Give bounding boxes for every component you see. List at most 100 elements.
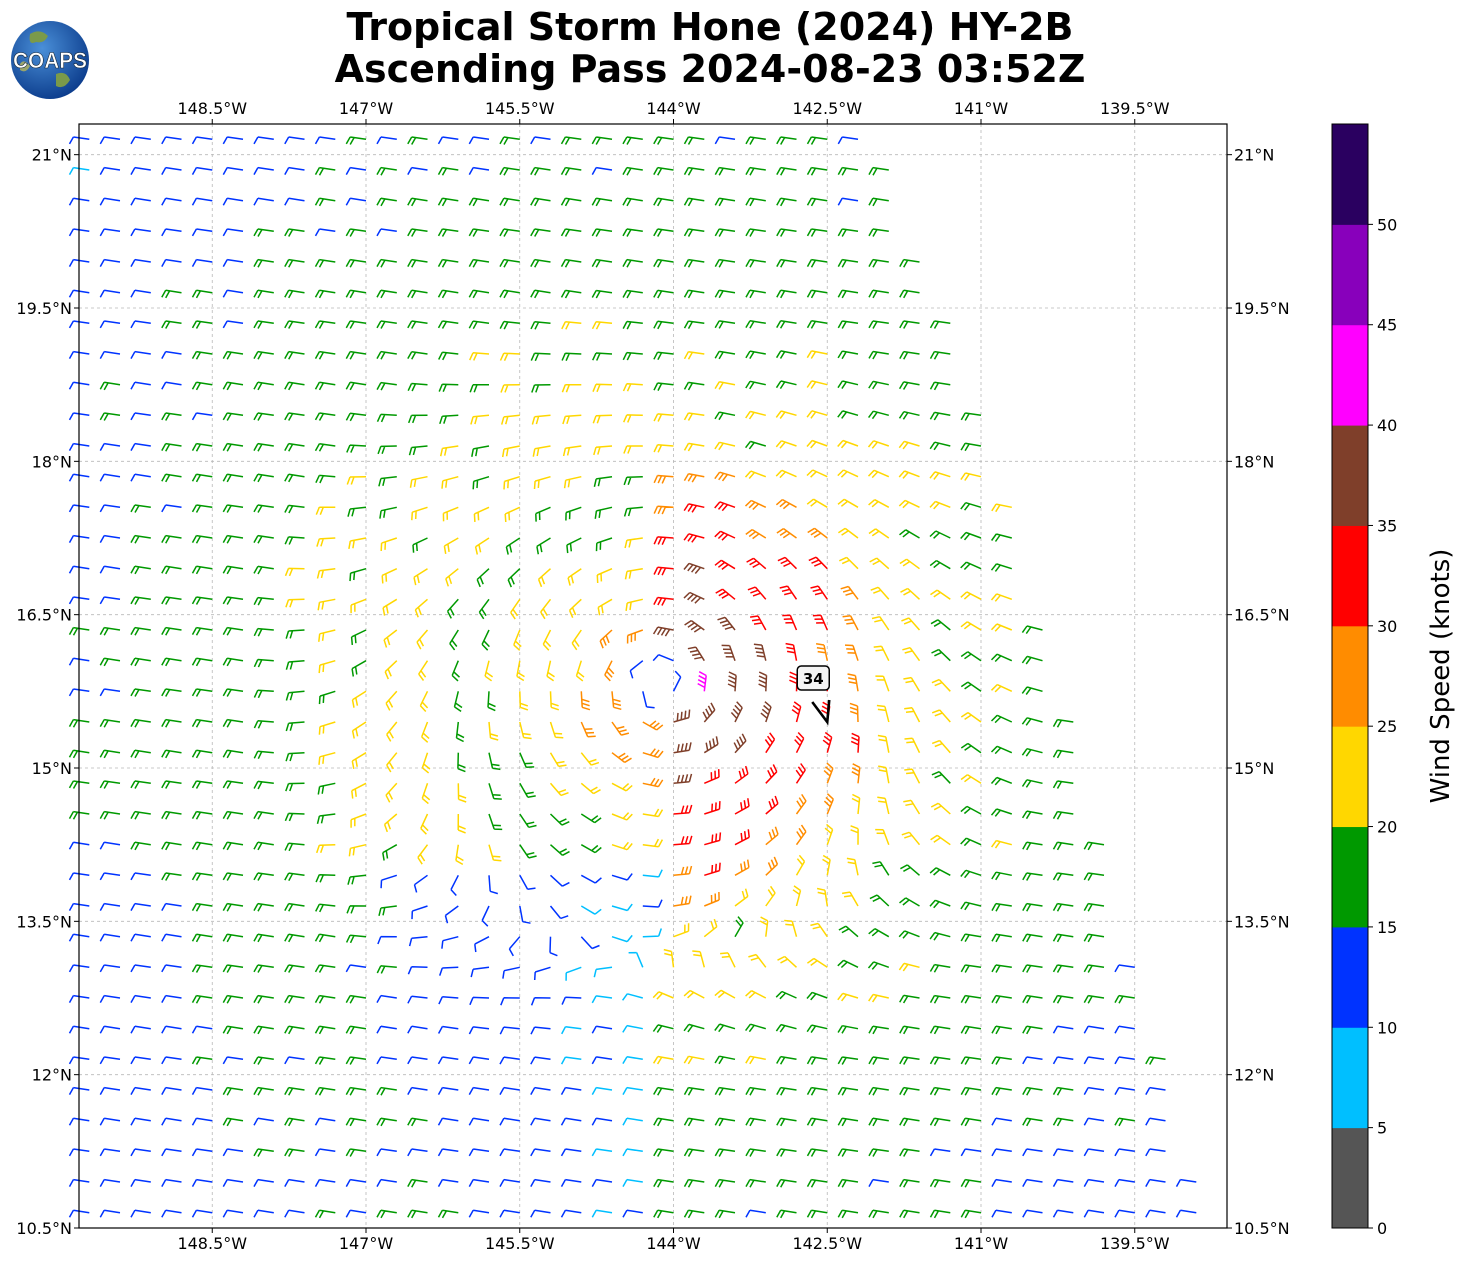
- wind-barb: [130, 504, 151, 513]
- wind-barb: [99, 1086, 121, 1095]
- wind-barb: [960, 1178, 982, 1188]
- wind-barb: [1021, 779, 1043, 788]
- wind-barb: [161, 964, 182, 973]
- wind-barb: [191, 534, 213, 544]
- wind-barb: [1145, 1056, 1166, 1065]
- wind-barb: [759, 916, 769, 937]
- wind-barb: [929, 1025, 951, 1035]
- wind-barb: [437, 1209, 459, 1219]
- wind-barb: [530, 997, 551, 1006]
- wind-barb: [622, 1209, 643, 1218]
- wind-barb: [376, 166, 397, 176]
- wind-barb: [929, 1178, 951, 1188]
- wind-barb: [653, 228, 674, 237]
- wind-barb: [284, 1056, 305, 1065]
- wind-barb: [960, 1209, 982, 1219]
- wind-barb: [253, 1178, 274, 1187]
- wind-barb: [314, 1025, 336, 1035]
- wind-barb: [1022, 1148, 1043, 1157]
- wind-barb: [191, 381, 213, 391]
- wind-barb: [900, 864, 920, 876]
- wind-barb: [1052, 841, 1074, 851]
- wind-barb: [68, 626, 90, 636]
- wind-barb: [758, 671, 768, 692]
- lon-tick-label-top: 139.5°W: [1100, 99, 1170, 118]
- wind-barb: [68, 565, 90, 574]
- wind-barb: [499, 228, 520, 237]
- wind-barb: [663, 948, 675, 968]
- wind-barb: [468, 1086, 490, 1095]
- wind-barb: [850, 732, 860, 753]
- wind-barb: [1114, 1056, 1135, 1065]
- wind-barb: [683, 1086, 705, 1096]
- wind-barb: [161, 166, 182, 175]
- wind-barb: [899, 1025, 920, 1035]
- wind-barb: [683, 1055, 705, 1065]
- globe-logo-icon: COAPS: [11, 21, 89, 99]
- wind-barb: [68, 994, 90, 1003]
- wind-barb: [1022, 902, 1043, 912]
- wind-barb: [444, 905, 459, 924]
- wind-barb: [130, 258, 151, 267]
- wind-barb: [580, 752, 600, 766]
- wind-barb: [673, 804, 693, 815]
- wind-barb: [130, 534, 151, 544]
- wind-barb: [530, 320, 551, 330]
- wind-barb: [714, 1178, 736, 1188]
- wind-barb: [161, 504, 182, 513]
- wind-barb: [929, 559, 951, 570]
- wind-barb: [412, 537, 428, 553]
- wind-barb: [345, 1056, 367, 1065]
- wind-barb: [571, 629, 582, 651]
- wind-barb: [314, 166, 336, 176]
- wind-barb: [898, 499, 920, 509]
- wind-barb: [960, 591, 982, 600]
- wind-barb: [68, 1117, 90, 1126]
- wind-barb: [1021, 810, 1043, 820]
- wind-barb: [191, 442, 213, 452]
- wind-barb: [622, 136, 643, 145]
- wind-barb: [381, 568, 398, 584]
- wind-barb: [130, 872, 151, 881]
- wind-barb: [99, 504, 121, 513]
- wind-barb: [68, 197, 90, 206]
- wind-barb: [960, 472, 982, 481]
- colorbar-tick-label: 50: [1377, 215, 1397, 234]
- wind-barb: [899, 258, 920, 268]
- wind-barb: [442, 506, 459, 522]
- wind-barb: [130, 442, 151, 451]
- wind-barb: [580, 813, 602, 824]
- wind-barb: [624, 537, 643, 549]
- wind-barb: [960, 837, 982, 847]
- wind-barb: [437, 1086, 459, 1095]
- wind-barb: [1022, 1086, 1043, 1096]
- wind-barb: [314, 933, 336, 943]
- wind-barb: [376, 381, 397, 391]
- wind-barb: [714, 258, 736, 268]
- wind-barb: [562, 414, 582, 425]
- wind-barb: [499, 1086, 520, 1095]
- wind-barb: [929, 1117, 951, 1127]
- wind-barb: [346, 444, 367, 453]
- wind-barb: [822, 731, 833, 753]
- wind-barb: [904, 737, 921, 754]
- wind-barb: [991, 1178, 1012, 1187]
- wind-barb: [376, 994, 397, 1003]
- wind-barb: [991, 503, 1012, 513]
- wind-barb: [683, 562, 705, 574]
- colorbar-tick-label: 30: [1377, 617, 1397, 636]
- wind-barb: [536, 537, 551, 555]
- wind-barb: [253, 780, 274, 790]
- wind-barb: [899, 1148, 920, 1157]
- wind-barb: [792, 885, 802, 907]
- wind-barb: [683, 591, 705, 604]
- wind-barb: [99, 197, 121, 206]
- wind-barb: [376, 136, 397, 145]
- wind-barb: [806, 498, 828, 508]
- wind-barb: [161, 933, 182, 942]
- wind-barb: [785, 642, 798, 661]
- wind-barb: [625, 598, 643, 612]
- wind-barb: [838, 925, 859, 938]
- wind-barb: [468, 1056, 490, 1065]
- wind-barb: [407, 382, 428, 392]
